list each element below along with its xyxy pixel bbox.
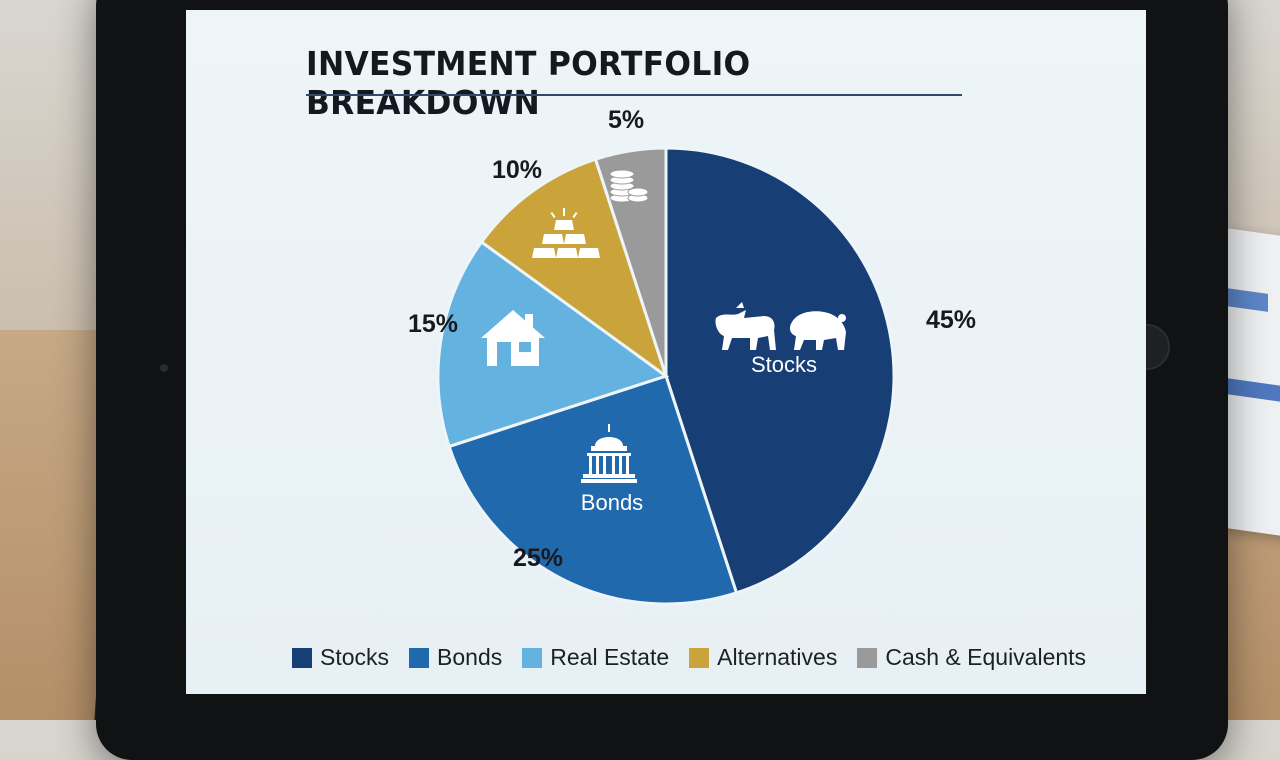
legend-label: Stocks <box>320 644 390 670</box>
legend-label: Real Estate <box>550 644 670 670</box>
slice-percent-label: 25% <box>513 544 563 572</box>
slice-percent-label: 5% <box>608 106 644 134</box>
bull-bear-icon <box>715 302 846 350</box>
chart-title: INVESTMENT PORTFOLIO BREAKDOWN <box>306 44 751 122</box>
legend-label: Bonds <box>437 644 503 670</box>
slice-percent-label: 45% <box>926 306 976 334</box>
slice-percent-label: 15% <box>408 310 458 338</box>
background-document-bar <box>1225 377 1280 404</box>
coins-icon <box>609 169 649 203</box>
legend-item: Real Estate <box>522 644 669 671</box>
capitol-building-icon <box>581 424 637 483</box>
pie-slice-real-estate <box>436 239 670 449</box>
pie-slice-alternatives <box>479 157 669 380</box>
legend-swatch <box>522 647 543 668</box>
pie-slices <box>436 146 896 606</box>
legend-item: Stocks <box>292 644 389 671</box>
pie-slice-stocks <box>664 146 896 595</box>
pie-chart: 45% Stocks 25% Bonds 15% 10% 5% <box>408 106 976 606</box>
legend-swatch <box>857 647 878 668</box>
legend-item: Cash & Equivalents <box>857 644 1086 671</box>
legend-label: Alternatives <box>717 644 838 670</box>
title-underline <box>306 94 962 96</box>
slice-inner-label: Stocks <box>751 352 817 377</box>
legend-label: Cash & Equivalents <box>885 644 1087 670</box>
house-icon <box>481 310 545 366</box>
legend-swatch <box>689 647 710 668</box>
tablet-screen: INVESTMENT PORTFOLIO BREAKDOWN <box>186 10 1146 694</box>
slice-labels: 45% Stocks 25% Bonds 15% 10% 5% <box>408 106 976 572</box>
slice-inner-label: Bonds <box>581 490 643 515</box>
pie-slice-bonds <box>447 374 739 606</box>
slice-icons <box>481 169 846 483</box>
legend-item: Bonds <box>409 644 502 671</box>
chart-legend: Stocks Bonds Real Estate Alternatives Cash &… <box>292 644 1086 671</box>
legend-swatch <box>292 647 312 668</box>
legend-item: Alternatives <box>689 644 837 671</box>
pie-slice-cash-equivalents <box>593 146 668 377</box>
front-sensor <box>160 364 168 372</box>
gold-bars-icon <box>532 208 600 258</box>
slice-percent-label: 10% <box>492 156 542 184</box>
legend-swatch <box>409 647 430 668</box>
